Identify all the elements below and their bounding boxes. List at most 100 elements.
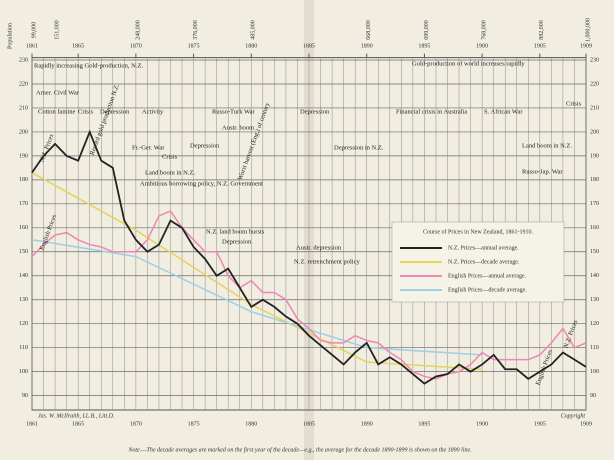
x-tick-label: 1875 xyxy=(188,43,200,49)
annotation: Fr.-Ger. War xyxy=(132,144,165,151)
annotation: Financial crisis in Australia xyxy=(396,108,467,115)
y-tick-label: 220 xyxy=(590,81,599,87)
annotation: Austr. boom xyxy=(222,124,254,131)
x-tick-label: 1865 xyxy=(72,43,84,49)
population-label: 768,000 xyxy=(482,20,488,40)
annotation: S. African War xyxy=(484,108,523,115)
y-tick-label: 210 xyxy=(19,105,28,111)
legend-label: N.Z. Prices—annual average. xyxy=(448,245,519,251)
y-tick-label: 230 xyxy=(590,57,599,63)
credit: Jas. W. McIlraith, LL.B., Litt.D. xyxy=(38,413,114,419)
annotation: Austr. depression xyxy=(296,244,342,251)
y-tick-label: 100 xyxy=(590,369,599,375)
annotation: Cotton famine xyxy=(38,108,75,115)
population-label: 882,000 xyxy=(539,20,545,40)
x-tick-label: 1861 xyxy=(26,421,38,427)
population-label: 699,000 xyxy=(424,20,430,40)
y-tick-label: 130 xyxy=(19,297,28,303)
copyright: Copyright xyxy=(561,413,586,419)
x-tick-label: 1875 xyxy=(188,421,200,427)
x-tick-label: 1895 xyxy=(418,421,430,427)
annotation: Depression xyxy=(222,238,252,245)
y-tick-label: 140 xyxy=(19,273,28,279)
x-tick-label: 1909 xyxy=(580,421,592,427)
y-tick-label: 150 xyxy=(590,249,599,255)
x-tick-label: 1861 xyxy=(26,43,38,49)
legend-title: Course of Prices in New Zealand, 1861-19… xyxy=(423,228,533,235)
y-tick-label: 160 xyxy=(19,225,28,231)
legend-label: N.Z. Prices—decade average. xyxy=(448,259,520,265)
y-tick-label: 120 xyxy=(19,321,28,327)
population-label: 485,000 xyxy=(251,20,257,40)
x-tick-label: 1865 xyxy=(72,421,84,427)
annotation: Rapidly increasing Gold-production, N.Z. xyxy=(34,62,143,69)
y-tick-label: 170 xyxy=(590,201,599,207)
y-tick-label: 150 xyxy=(19,249,28,255)
annotation: Ambitious borrowing policy, N.Z. Governm… xyxy=(140,180,263,187)
annotation: Amer. Civil War xyxy=(36,89,80,96)
annotation: Depression xyxy=(300,108,330,115)
y-tick-label: 200 xyxy=(590,129,599,135)
series-line xyxy=(31,239,483,356)
y-tick-label: 220 xyxy=(19,81,28,87)
annotation: Depression xyxy=(100,108,130,115)
x-tick-label: 1880 xyxy=(245,421,257,427)
x-tick-label: 1905 xyxy=(534,43,546,49)
population-label: 668,000 xyxy=(366,20,372,40)
population-label: Population xyxy=(7,23,13,49)
y-tick-label: 230 xyxy=(19,57,28,63)
y-tick-label: 190 xyxy=(590,153,599,159)
annotation: Crisis xyxy=(78,108,94,115)
series-line xyxy=(31,129,587,385)
x-tick-label: 1905 xyxy=(534,421,546,427)
x-tick-label: 1870 xyxy=(130,421,142,427)
x-tick-label: 1890 xyxy=(361,43,373,49)
x-tick-label: 1890 xyxy=(361,421,373,427)
annotation: Crisis xyxy=(162,153,178,160)
y-tick-label: 140 xyxy=(590,273,599,279)
annotation: Gold-production of world increases rapid… xyxy=(412,60,525,67)
x-tick-label: 1895 xyxy=(418,43,430,49)
y-tick-label: 200 xyxy=(19,129,28,135)
x-tick-label: 1885 xyxy=(303,421,315,427)
y-tick-label: 180 xyxy=(590,177,599,183)
annotation: N.Z. retrenchment policy xyxy=(294,258,360,265)
annotation: Activity xyxy=(142,108,164,115)
x-tick-label: 1909 xyxy=(580,43,592,49)
population-label: 248,000 xyxy=(135,20,141,40)
y-tick-label: 90 xyxy=(590,393,596,399)
annotation: Depression in N.Z. xyxy=(334,144,384,151)
x-tick-label: 1900 xyxy=(476,421,488,427)
y-tick-label: 170 xyxy=(19,201,28,207)
annotation: Crisis xyxy=(566,100,582,107)
y-tick-label: 160 xyxy=(590,225,599,231)
y-tick-label: 110 xyxy=(590,345,599,351)
x-tick-label: 1880 xyxy=(245,43,257,49)
y-tick-label: 130 xyxy=(590,297,599,303)
annotation: Russo-Turk War xyxy=(212,108,255,115)
annotation: Russo-Jap. War xyxy=(522,168,563,175)
annotation: Depression xyxy=(190,142,220,149)
annotation: Land boom in N.Z. xyxy=(145,169,195,176)
population-label: 99,000 xyxy=(31,22,37,39)
population-label: 151,000 xyxy=(54,20,60,40)
y-tick-label: 90 xyxy=(22,393,28,399)
y-tick-label: 120 xyxy=(590,321,599,327)
y-tick-label: 190 xyxy=(19,153,28,159)
series-line xyxy=(31,210,587,380)
legend-label: English Prices—decade average. xyxy=(448,287,527,293)
y-tick-label: 180 xyxy=(19,177,28,183)
x-tick-label: 1900 xyxy=(476,43,488,49)
population-label: 1,000,000 xyxy=(585,18,591,42)
y-tick-label: 110 xyxy=(19,345,28,351)
y-tick-label: 100 xyxy=(19,369,28,375)
annotation: N.Z. land boom bursts xyxy=(206,228,265,235)
y-tick-label: 210 xyxy=(590,105,599,111)
note: Note.—The decade averages are marked on … xyxy=(127,446,471,453)
x-tick-label: 1885 xyxy=(303,43,315,49)
annotation: Land boom in N.Z. xyxy=(522,142,572,149)
legend-label: English Prices—annual average. xyxy=(448,273,527,279)
population-label: 376,000 xyxy=(193,20,199,40)
x-tick-label: 1870 xyxy=(130,43,142,49)
